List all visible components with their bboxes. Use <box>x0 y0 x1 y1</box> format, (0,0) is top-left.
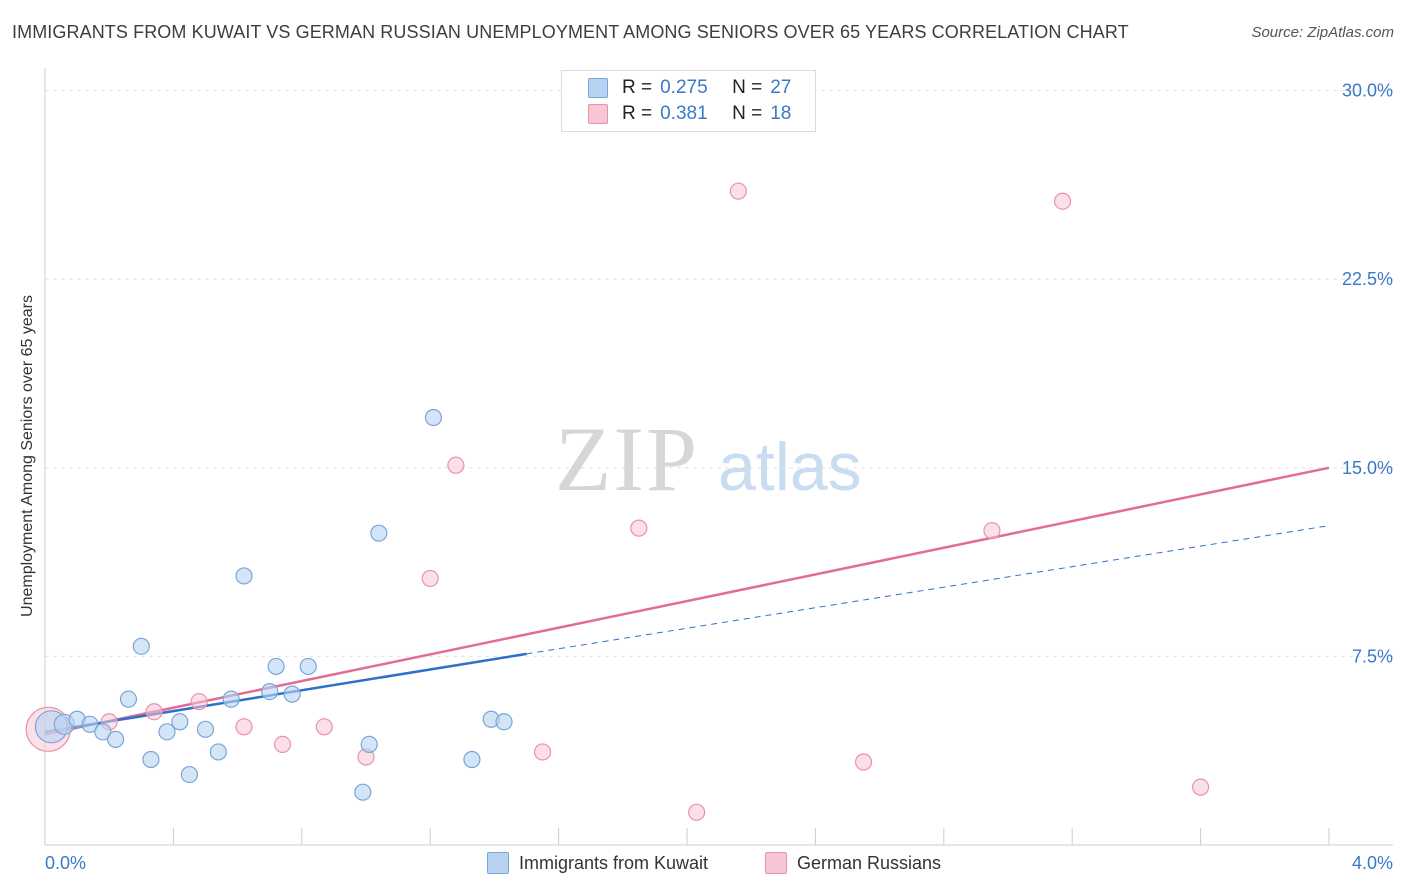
point-kuwait <box>299 657 317 676</box>
watermark-zip: ZIP <box>555 408 699 510</box>
point-kuwait <box>94 723 112 741</box>
point-kuwait <box>180 765 199 784</box>
point-german-russian <box>315 718 333 736</box>
legend-r-value: 0.381 <box>660 103 708 124</box>
point-kuwait <box>222 690 240 708</box>
legend-swatch-german-russian <box>588 104 608 124</box>
point-kuwait <box>463 750 481 769</box>
point-kuwait <box>235 567 253 585</box>
y-tick-label: 7.5% <box>1352 646 1393 666</box>
point-german-russian <box>421 569 439 588</box>
point-kuwait <box>495 713 513 731</box>
point-german-russian <box>273 735 292 754</box>
point-kuwait <box>360 735 378 754</box>
legend-n-label: N = <box>732 103 763 124</box>
trend-line-german-russian <box>44 466 1330 736</box>
point-kuwait <box>107 730 125 748</box>
x-tick-label-max: 4.0% <box>1352 853 1393 873</box>
correlation-legend: R = 0.275 N = 27 R = 0.381 N = 18 <box>561 70 816 132</box>
legend-row-kuwait: R = 0.275 N = 27 <box>588 76 791 100</box>
watermark-atlas: atlas <box>718 429 862 505</box>
point-kuwait <box>370 524 388 542</box>
trend-line-kuwait-extension <box>526 525 1330 655</box>
bottom-legend-kuwait: Immigrants from Kuwait <box>487 852 708 874</box>
point-kuwait <box>209 743 227 761</box>
tick-labels: 7.5% 15.0% 22.5% 30.0% 0.0% 4.0% <box>45 81 1393 873</box>
x-tick-label-min: 0.0% <box>45 853 86 873</box>
point-german-russian <box>145 703 163 721</box>
point-kuwait <box>119 690 138 708</box>
source-label: Source: ZipAtlas.com <box>1251 24 1394 41</box>
point-german-russian <box>983 522 1001 540</box>
point-kuwait <box>171 713 189 731</box>
y-tick-label: 22.5% <box>1342 269 1393 289</box>
point-german-russian <box>630 519 648 537</box>
point-kuwait <box>132 637 150 655</box>
legend-n-label: N = <box>732 77 763 98</box>
bottom-legend-label-kuwait: Immigrants from Kuwait <box>519 852 709 873</box>
point-kuwait <box>196 720 215 738</box>
point-kuwait <box>261 682 279 701</box>
point-german-russian <box>729 182 747 200</box>
point-german-russian <box>447 456 465 474</box>
bottom-legend-swatch-kuwait <box>487 852 509 874</box>
point-kuwait <box>424 408 443 427</box>
point-german-russian <box>190 693 208 711</box>
point-german-russian <box>1053 192 1072 210</box>
bottom-legend-label-german-russian: German Russians <box>797 852 942 873</box>
point-kuwait <box>142 750 160 769</box>
point-german-russian <box>533 743 552 761</box>
bottom-legend-german-russian: German Russians <box>765 852 941 874</box>
gridlines <box>44 90 1393 845</box>
point-german-russian <box>235 718 253 736</box>
legend-r-value: 0.275 <box>660 77 708 98</box>
point-kuwait <box>81 715 99 733</box>
y-tick-label: 15.0% <box>1342 458 1393 478</box>
bottom-legend-swatch-german-russian <box>765 852 787 874</box>
point-german-russian <box>1191 778 1210 796</box>
legend-r-label: R = <box>622 103 653 124</box>
legend-swatch-kuwait <box>588 78 608 98</box>
chart-title: IMMIGRANTS FROM KUWAIT VS GERMAN RUSSIAN… <box>12 22 1129 42</box>
data-points <box>25 182 1210 821</box>
point-kuwait <box>158 723 176 741</box>
point-german-russian <box>854 753 873 771</box>
y-tick-label: 30.0% <box>1342 81 1393 101</box>
legend-n-value: 18 <box>770 103 792 124</box>
legend-r-label: R = <box>622 77 653 98</box>
point-kuwait <box>283 685 301 703</box>
point-kuwait <box>354 783 372 801</box>
legend-n-value: 27 <box>770 77 792 98</box>
point-german-russian <box>688 803 706 821</box>
point-kuwait <box>267 657 285 676</box>
watermark: ZIP atlas <box>555 408 862 510</box>
legend-row-german-russian: R = 0.381 N = 18 <box>588 102 791 126</box>
